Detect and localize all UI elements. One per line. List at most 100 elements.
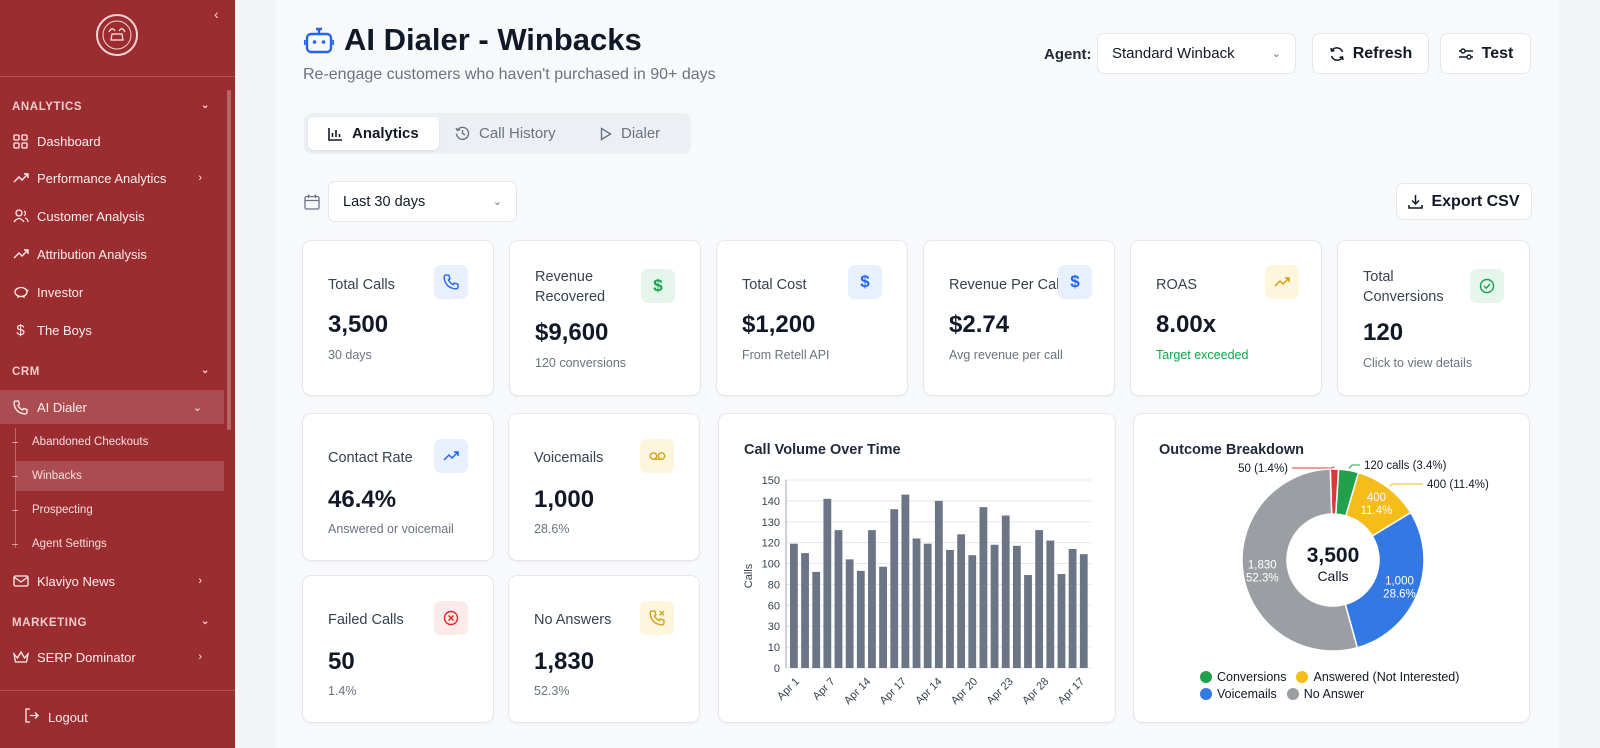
tab-label: Analytics [352, 125, 419, 142]
outcome-breakdown-card: Outcome Breakdown 50 (1.4%) 120 calls (3.… [1133, 413, 1530, 723]
chart-bar [957, 534, 966, 668]
stat-value: 1,000 [534, 486, 595, 513]
refresh-button[interactable]: Refresh [1312, 33, 1429, 74]
sidebar-item-performance-analytics[interactable]: Performance Analytics › [0, 162, 224, 194]
agent-select[interactable]: Standard Winback ⌄ [1097, 33, 1296, 74]
slice-leader-line [1348, 464, 1360, 469]
view-tabs: Analytics Call History Dialer [304, 113, 691, 154]
date-range-select[interactable]: Last 30 days ⌄ [328, 181, 517, 222]
chart-bar [801, 553, 809, 668]
y-tick-label: 100 [762, 559, 780, 571]
chart-bar [856, 570, 865, 668]
x-tick-label: Apr 7 [811, 676, 838, 703]
chart-bar [1046, 540, 1055, 668]
stat-label: ROAS [1156, 277, 1198, 293]
section-analytics[interactable]: ANALYTICS ⌄ [12, 100, 210, 113]
bar-chart-icon [328, 127, 342, 141]
sidebar-item-label: The Boys [37, 322, 92, 338]
stat-sub: Target exceeded [1156, 348, 1249, 362]
chevron-down-icon: ⌄ [492, 196, 502, 208]
chart-bar [1012, 545, 1021, 668]
chart-title: Call Volume Over Time [744, 442, 901, 458]
x-tick-label: Apr 20 [949, 676, 980, 707]
stat-sub: 30 days [328, 348, 372, 362]
chart-bar [946, 549, 954, 668]
sidebar-item-customer-analysis[interactable]: Customer Analysis [0, 200, 224, 232]
export-csv-button[interactable]: Export CSV [1396, 183, 1532, 220]
chevron-down-icon: ⌄ [201, 365, 210, 376]
trend-up-icon [12, 170, 29, 187]
section-analytics-label: ANALYTICS [12, 101, 83, 113]
legend-label: Conversions [1217, 670, 1287, 684]
sidebar-item-ai-dialer[interactable]: AI Dialer ⌄ [0, 390, 224, 424]
sidebar-item-serp-dominator[interactable]: SERP Dominator › [0, 641, 224, 673]
sidebar-item-label: Klaviyo News [37, 573, 116, 589]
trend-up-icon [12, 246, 29, 263]
stat-value: 3,500 [328, 311, 389, 338]
legend-item[interactable]: Voicemails [1200, 687, 1277, 701]
chart-bar [934, 500, 943, 668]
sidebar-item-klaviyo-news[interactable]: Klaviyo News › [0, 565, 224, 597]
piggy-bank-icon [12, 284, 29, 301]
submenu-dot [12, 510, 18, 511]
sidebar: ‹ ANALYTICS ⌄ Dashboard Performance Anal… [0, 0, 235, 748]
x-tick-label: Apr 17 [878, 676, 909, 707]
y-tick-label: 10 [768, 642, 780, 654]
stat-card-total-conversions[interactable]: Total Conversions 120 Click to view deta… [1337, 240, 1530, 396]
chart-bar [968, 555, 977, 668]
stat-label: Contact Rate [328, 450, 413, 466]
logout-button[interactable]: Logout [24, 708, 88, 726]
mail-icon [12, 573, 29, 590]
donut-center-value: 3,500 [1307, 544, 1360, 567]
sidebar-item-attribution-analysis[interactable]: Attribution Analysis [0, 238, 224, 270]
history-icon [455, 126, 470, 140]
legend-item[interactable]: Conversions [1200, 670, 1286, 684]
tab-dialer[interactable]: Dialer [580, 117, 680, 150]
sidebar-subitem-agent-settings[interactable]: Agent Settings [16, 529, 224, 559]
check-circle-icon [1470, 269, 1504, 303]
sidebar-item-label: Attribution Analysis [37, 246, 147, 262]
collapse-sidebar-icon[interactable]: ‹ [214, 6, 219, 22]
chart-bar [923, 543, 932, 668]
tab-call-history[interactable]: Call History [435, 117, 576, 150]
chart-bar [990, 544, 999, 668]
sidebar-item-dashboard[interactable]: Dashboard [0, 125, 224, 157]
refresh-icon [1329, 46, 1344, 61]
stat-value: 50 [328, 648, 355, 675]
sidebar-item-the-boys[interactable]: $ The Boys [0, 314, 224, 346]
section-marketing[interactable]: MARKETING ⌄ [12, 616, 210, 629]
slice-callout-label: 400 (11.4%) [1427, 479, 1489, 491]
sidebar-subitem-winbacks[interactable]: Winbacks [16, 461, 224, 491]
stat-value: 1,830 [534, 648, 595, 675]
dollar-icon: $ [848, 265, 882, 299]
chart-bar [823, 498, 832, 668]
sidebar-item-label: SERP Dominator [37, 649, 136, 665]
submenu-dot [12, 544, 18, 545]
chart-bar [1068, 548, 1077, 668]
sidebar-subitem-abandoned-checkouts[interactable]: Abandoned Checkouts [16, 427, 224, 457]
chart-bar [790, 543, 798, 668]
sidebar-subitem-prospecting[interactable]: Prospecting [16, 495, 224, 525]
tab-analytics[interactable]: Analytics [308, 117, 439, 150]
legend-item[interactable]: No Answer [1286, 687, 1364, 701]
agent-select-value: Standard Winback [1112, 45, 1235, 62]
sidebar-scrollbar[interactable] [227, 90, 231, 430]
legend-label: Answered (Not Interested) [1313, 670, 1460, 684]
y-tick-label: 0 [774, 663, 780, 675]
sidebar-item-investor[interactable]: Investor [0, 276, 224, 308]
date-range-value: Last 30 days [343, 193, 426, 210]
phone-icon [12, 399, 29, 416]
section-crm[interactable]: CRM ⌄ [12, 365, 210, 378]
stat-value: 46.4% [328, 486, 397, 513]
users-icon [12, 208, 29, 225]
chevron-down-icon: ⌄ [201, 100, 210, 111]
chart-bar [879, 566, 887, 668]
call-volume-chart-card: Call Volume Over Time 0 10 30 60 80 100 120 130… [718, 413, 1116, 723]
sidebar-subitem-label: Prospecting [32, 504, 93, 516]
legend-item[interactable]: Answered (Not Interested) [1296, 670, 1459, 684]
download-icon [1408, 195, 1424, 209]
stat-sub: 1.4% [328, 684, 357, 698]
stat-card-no-answers: No Answers 1,830 52.3% [508, 575, 700, 723]
test-button[interactable]: Test [1440, 33, 1531, 74]
slice-percent-label: 28.6% [1383, 588, 1416, 600]
